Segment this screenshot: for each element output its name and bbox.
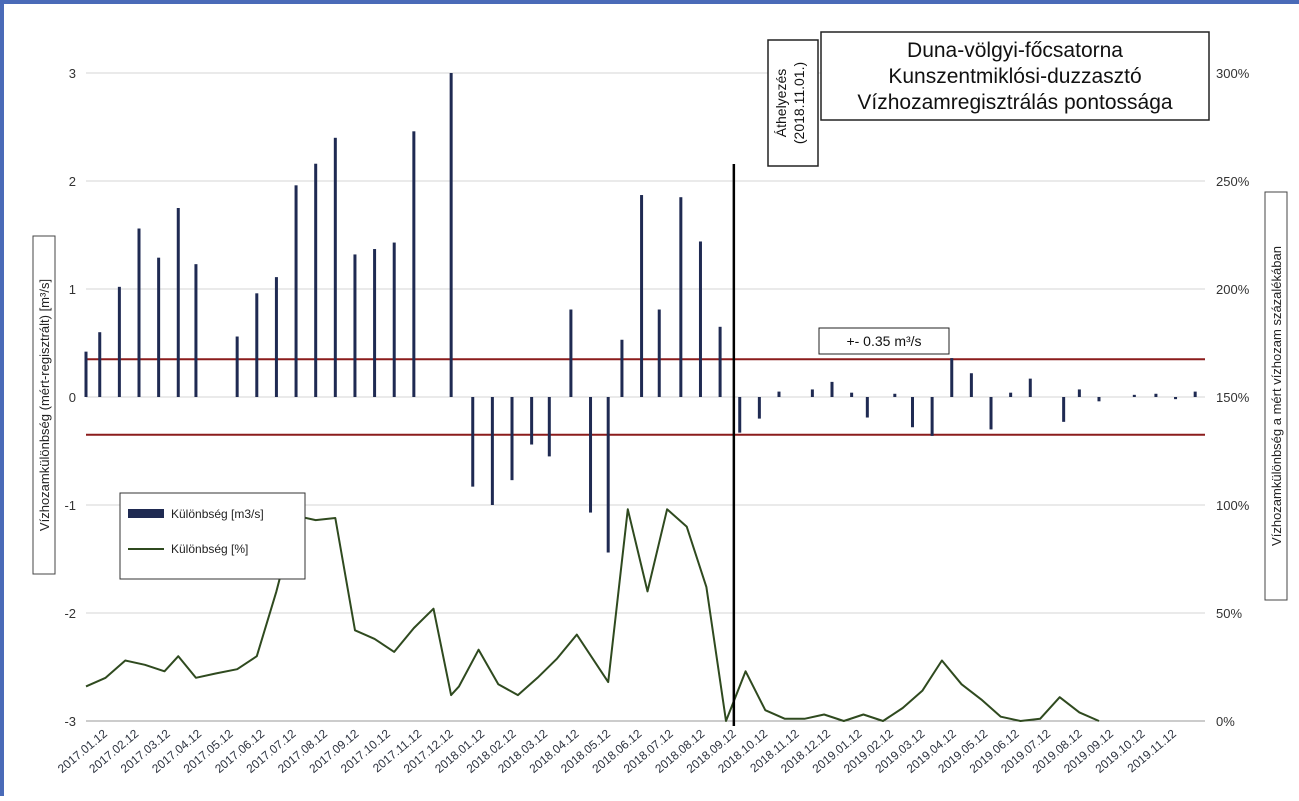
difference-bar	[176, 208, 180, 397]
difference-bar	[137, 228, 141, 397]
difference-bar	[865, 397, 869, 418]
left-tick-label: 1	[69, 282, 76, 297]
difference-bar	[1174, 397, 1178, 400]
difference-bar	[1097, 397, 1101, 402]
left-tick-label: -1	[64, 498, 76, 513]
marker-label-line-1: Áthelyezés	[773, 69, 789, 137]
percent-line	[85, 508, 1100, 722]
difference-bar	[679, 197, 683, 397]
gridlines	[86, 72, 1205, 722]
threshold-lines	[86, 358, 1205, 436]
legend: Különbség [m3/s] Különbség [%]	[119, 492, 306, 580]
difference-bar	[98, 332, 102, 397]
difference-bar	[1154, 393, 1158, 397]
difference-bar	[1132, 394, 1136, 397]
difference-bar	[412, 131, 416, 397]
right-tick-label: 0%	[1216, 714, 1235, 729]
chart-title-box: Duna-völgyi-főcsatorna Kunszentmiklósi-d…	[820, 31, 1210, 121]
difference-bar	[84, 351, 88, 397]
difference-bar	[1193, 391, 1197, 397]
right-axis-label: Vízhozamkülönbség a mért vízhozam százal…	[1269, 246, 1284, 546]
difference-bars	[84, 73, 1197, 553]
marker-label-box: Áthelyezés (2018.11.01.)	[767, 39, 819, 167]
difference-bar	[910, 397, 914, 428]
difference-bar	[589, 397, 593, 513]
difference-bar	[620, 339, 624, 397]
difference-bar	[777, 391, 781, 397]
right-tick-label: 150%	[1216, 390, 1250, 405]
difference-bar	[640, 195, 644, 397]
difference-bar	[157, 257, 161, 397]
left-axis-ticks: 3 2 1 0 -1 -2 -3	[64, 66, 76, 729]
left-tick-label: -2	[64, 606, 76, 621]
left-axis-label-box: Vízhozamkülönbség (mért-regisztrált) [m³…	[32, 235, 56, 575]
chart-title-line-1: Duna-völgyi-főcsatorna	[907, 39, 1123, 62]
right-tick-label: 250%	[1216, 174, 1250, 189]
legend-bar-label: Különbség [m3/s]	[171, 507, 264, 521]
difference-bar	[392, 242, 396, 397]
difference-bar	[1009, 392, 1013, 397]
difference-bar	[606, 397, 610, 553]
difference-bar	[255, 293, 259, 397]
difference-bar	[194, 264, 198, 397]
right-axis-label-box: Vízhozamkülönbség a mért vízhozam százal…	[1264, 191, 1288, 601]
difference-bar	[850, 392, 854, 397]
difference-bar	[657, 309, 661, 397]
difference-bar	[950, 358, 954, 397]
left-tick-label: 0	[69, 390, 76, 405]
difference-bar	[294, 185, 298, 397]
threshold-label-box: +- 0.35 m³/s	[818, 327, 950, 355]
difference-bar	[471, 397, 475, 487]
difference-bar	[969, 373, 973, 397]
marker-label-line-2: (2018.11.01.)	[791, 62, 807, 144]
left-tick-label: 2	[69, 174, 76, 189]
difference-bar	[274, 277, 278, 397]
difference-bar	[530, 397, 534, 445]
difference-bar	[1077, 389, 1081, 397]
difference-bar	[314, 163, 318, 397]
left-axis-label: Vízhozamkülönbség (mért-regisztrált) [m³…	[37, 279, 52, 531]
left-tick-label: -3	[64, 714, 76, 729]
difference-bar	[1062, 397, 1066, 422]
difference-bar	[117, 286, 121, 397]
difference-bar	[1028, 378, 1032, 397]
legend-bar-swatch	[128, 509, 164, 518]
difference-bar	[738, 397, 742, 433]
difference-bar	[718, 326, 722, 397]
chart-title-line-3: Vízhozamregisztrálás pontossága	[857, 91, 1172, 114]
difference-bar	[569, 309, 573, 397]
right-axis-ticks: 300% 250% 200% 150% 100% 50% 0%	[1216, 66, 1250, 729]
difference-bar	[547, 397, 551, 457]
chart-canvas: 3 2 1 0 -1 -2 -3 300% 250% 200% 150% 100% 50% 0% 201…	[32, 31, 1288, 776]
difference-bar	[333, 137, 337, 398]
difference-bar	[449, 73, 453, 397]
difference-bar	[989, 397, 993, 430]
right-tick-label: 300%	[1216, 66, 1250, 81]
difference-bar	[893, 393, 897, 397]
difference-bar	[373, 249, 377, 397]
difference-bar	[510, 397, 514, 481]
percent-line-path	[85, 508, 1100, 722]
difference-bar	[490, 397, 494, 505]
difference-bar	[830, 381, 834, 397]
left-tick-label: 3	[69, 66, 76, 81]
right-tick-label: 100%	[1216, 498, 1250, 513]
difference-bar	[235, 336, 239, 397]
threshold-label: +- 0.35 m³/s	[846, 333, 921, 349]
right-tick-label: 50%	[1216, 606, 1242, 621]
right-tick-label: 200%	[1216, 282, 1250, 297]
difference-bar	[698, 241, 702, 397]
difference-bar	[930, 397, 934, 436]
legend-line-label: Különbség [%]	[171, 542, 248, 556]
difference-bar	[353, 254, 357, 397]
difference-bar	[757, 397, 761, 419]
chart-title-line-2: Kunszentmiklósi-duzzasztó	[888, 65, 1141, 88]
difference-bar	[810, 389, 814, 397]
x-axis-ticks: 2017.01.122017.02.122017.03.122017.04.12…	[55, 726, 1179, 776]
